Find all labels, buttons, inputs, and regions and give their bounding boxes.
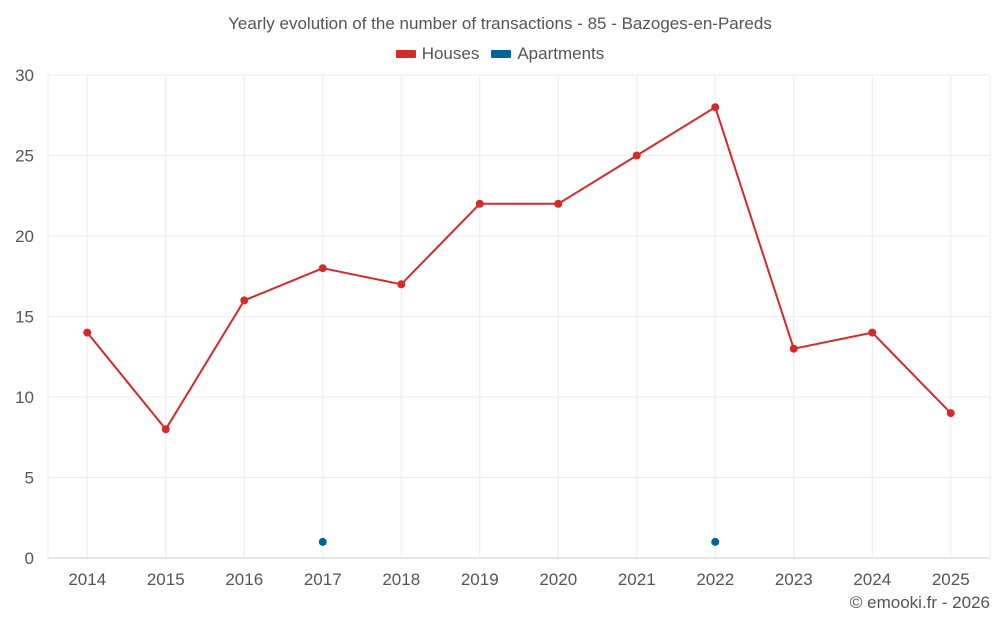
legend: Houses Apartments — [0, 44, 1000, 64]
data-point-apartments-2022[interactable] — [711, 537, 720, 546]
y-tick-label: 10 — [15, 388, 34, 407]
data-point-houses-2023[interactable] — [789, 344, 798, 353]
y-tick-label: 15 — [15, 308, 34, 327]
data-point-houses-2024[interactable] — [868, 328, 877, 337]
grid — [47, 74, 991, 558]
x-tick-label: 2023 — [775, 570, 813, 589]
legend-item-apartments[interactable]: Apartments — [491, 44, 604, 64]
data-point-houses-2020[interactable] — [554, 199, 563, 208]
y-tick-label: 30 — [15, 66, 34, 85]
y-tick-label: 20 — [15, 227, 34, 246]
data-point-houses-2016[interactable] — [240, 296, 249, 305]
x-tick-label: 2015 — [147, 570, 185, 589]
x-tick-label: 2018 — [382, 570, 420, 589]
credit-text: © emooki.fr - 2026 — [849, 593, 990, 612]
x-tick-label: 2014 — [68, 570, 106, 589]
legend-item-houses[interactable]: Houses — [395, 44, 480, 64]
data-point-apartments-2017[interactable] — [318, 537, 327, 546]
x-tick-label: 2021 — [618, 570, 656, 589]
x-tick-label: 2019 — [461, 570, 499, 589]
data-point-houses-2019[interactable] — [475, 199, 484, 208]
x-tick-label: 2025 — [932, 570, 970, 589]
y-tick-label: 5 — [25, 469, 34, 488]
y-tick-label: 0 — [25, 549, 34, 568]
data-point-houses-2022[interactable] — [711, 103, 720, 112]
data-point-houses-2017[interactable] — [318, 264, 327, 273]
data-point-houses-2014[interactable] — [83, 328, 92, 337]
x-axis: 2014 2015 2016 2017 2018 2019 2020 2021 2022 2023… — [48, 557, 990, 589]
legend-label-apartments: Apartments — [517, 44, 605, 63]
x-tick-label: 2020 — [539, 570, 577, 589]
series-layer — [83, 103, 955, 546]
data-point-houses-2018[interactable] — [397, 280, 406, 289]
data-point-houses-2025[interactable] — [946, 409, 955, 418]
y-tick-label: 25 — [15, 147, 34, 166]
legend-swatch-houses — [395, 50, 416, 58]
legend-label-houses: Houses — [421, 44, 480, 63]
y-axis: 0 5 10 15 20 25 30 — [15, 66, 34, 568]
data-point-houses-2021[interactable] — [632, 151, 641, 160]
data-point-houses-2015[interactable] — [161, 425, 170, 434]
x-tick-label: 2024 — [853, 570, 891, 589]
chart-title: Yearly evolution of the number of transa… — [228, 14, 772, 33]
x-tick-label: 2022 — [696, 570, 734, 589]
x-tick-label: 2017 — [304, 570, 342, 589]
legend-swatch-apartments — [491, 50, 512, 58]
series-line-houses — [86, 106, 952, 431]
x-tick-label: 2016 — [225, 570, 263, 589]
